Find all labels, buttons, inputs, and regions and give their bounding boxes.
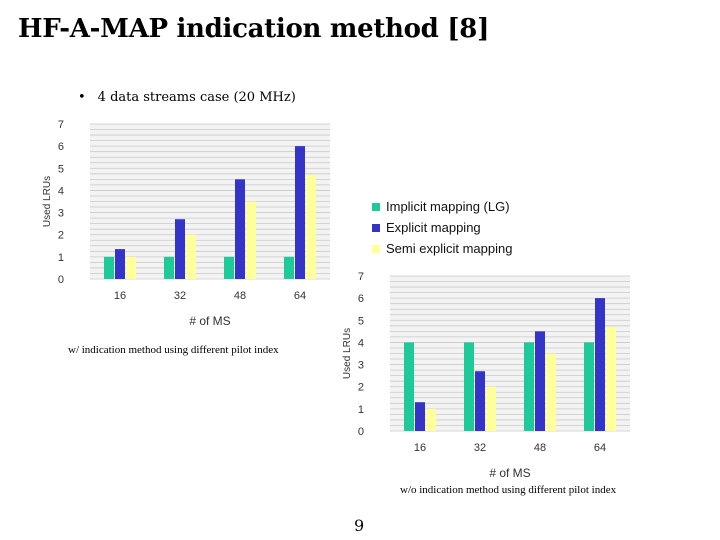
bullet-text: 4 data streams case (20 MHz) bbox=[97, 90, 296, 105]
y-tick-label: 2 bbox=[358, 382, 364, 394]
page-number: 9 bbox=[354, 516, 365, 535]
bar-64-series-1 bbox=[584, 342, 594, 431]
bar-48-series-3 bbox=[246, 201, 256, 279]
y-axis-label: Used LRUs bbox=[342, 328, 353, 379]
legend-swatch-semi bbox=[372, 244, 380, 253]
caption-right: w/o indication method using different pi… bbox=[400, 484, 617, 496]
legend-label-explicit: Explicit mapping bbox=[386, 220, 481, 235]
bar-32-series-3 bbox=[186, 234, 196, 279]
y-tick-label: 7 bbox=[58, 119, 64, 131]
bar-16-series-3 bbox=[126, 256, 136, 279]
bar-32-series-2 bbox=[475, 371, 485, 431]
legend-label-implicit: Implicit mapping (LG) bbox=[386, 199, 510, 214]
x-tick-label: 16 bbox=[414, 442, 426, 454]
bar-32-series-1 bbox=[164, 256, 174, 279]
y-tick-label: 6 bbox=[358, 293, 364, 305]
legend-item-implicit: Implicit mapping (LG) bbox=[372, 196, 512, 217]
x-tick-label: 16 bbox=[114, 290, 126, 302]
legend-item-explicit: Explicit mapping bbox=[372, 217, 512, 238]
bar-64-series-3 bbox=[606, 326, 616, 431]
y-tick-label: 5 bbox=[358, 315, 364, 327]
y-axis-label: Used LRUs bbox=[42, 176, 53, 227]
chart-without-indication: 0 1 2 3 4 5 6 7 Used LRUs 16 32 48 64 # of MS bbox=[342, 271, 630, 480]
bar-64-series-2 bbox=[595, 298, 605, 431]
bar-48-series-1 bbox=[224, 256, 234, 279]
bar-48-series-2 bbox=[535, 331, 545, 431]
y-tick-label: 1 bbox=[358, 404, 364, 416]
bullet-icon: • bbox=[78, 90, 86, 105]
x-tick-label: 32 bbox=[174, 290, 186, 302]
bar-64-series-3 bbox=[306, 174, 316, 279]
chart-legend: Implicit mapping (LG) Explicit mapping S… bbox=[372, 196, 512, 259]
bar-32-series-1 bbox=[464, 342, 474, 431]
chart-with-indication: 0 1 2 3 4 5 6 7 Used LRUs 16 32 48 64 # of MS bbox=[42, 119, 330, 328]
bar-16-series-3 bbox=[426, 408, 436, 431]
y-tick-label: 1 bbox=[58, 252, 64, 264]
y-tick-label: 4 bbox=[358, 337, 364, 349]
x-tick-label: 32 bbox=[474, 442, 486, 454]
y-tick-label: 6 bbox=[58, 141, 64, 153]
x-tick-label: 48 bbox=[234, 290, 246, 302]
slide-title: HF-A-MAP indication method [8] bbox=[18, 14, 490, 44]
y-tick-label: 2 bbox=[58, 230, 64, 242]
y-tick-label: 5 bbox=[58, 163, 64, 175]
y-tick-label: 0 bbox=[58, 274, 64, 286]
x-axis-label: # of MS bbox=[189, 314, 230, 328]
x-tick-label: 64 bbox=[594, 442, 606, 454]
bar-16-series-2 bbox=[115, 249, 125, 279]
caption-left: w/ indication method using different pil… bbox=[68, 344, 279, 356]
bar-32-series-2 bbox=[175, 219, 185, 279]
legend-swatch-explicit bbox=[372, 223, 380, 232]
bar-48-series-2 bbox=[235, 179, 245, 279]
y-tick-label: 3 bbox=[358, 360, 364, 372]
legend-item-semi: Semi explicit mapping bbox=[372, 238, 512, 259]
bar-48-series-3 bbox=[546, 353, 556, 431]
y-tick-label: 7 bbox=[358, 271, 364, 283]
legend-swatch-implicit bbox=[372, 202, 380, 211]
bar-32-series-3 bbox=[486, 386, 496, 431]
bar-16-series-1 bbox=[404, 342, 414, 431]
bar-16-series-1 bbox=[104, 256, 114, 279]
x-tick-label: 48 bbox=[534, 442, 546, 454]
bar-48-series-1 bbox=[524, 342, 534, 431]
bar-16-series-2 bbox=[415, 402, 425, 431]
y-tick-label: 0 bbox=[358, 426, 364, 438]
bar-64-series-2 bbox=[295, 146, 305, 279]
x-axis-label: # of MS bbox=[489, 466, 530, 480]
legend-label-semi: Semi explicit mapping bbox=[386, 241, 513, 256]
y-tick-label: 3 bbox=[58, 208, 64, 220]
bullet-line: • 4 data streams case (20 MHz) bbox=[78, 90, 296, 105]
bar-64-series-1 bbox=[284, 256, 294, 279]
x-tick-label: 64 bbox=[294, 290, 306, 302]
y-tick-label: 4 bbox=[58, 185, 64, 197]
